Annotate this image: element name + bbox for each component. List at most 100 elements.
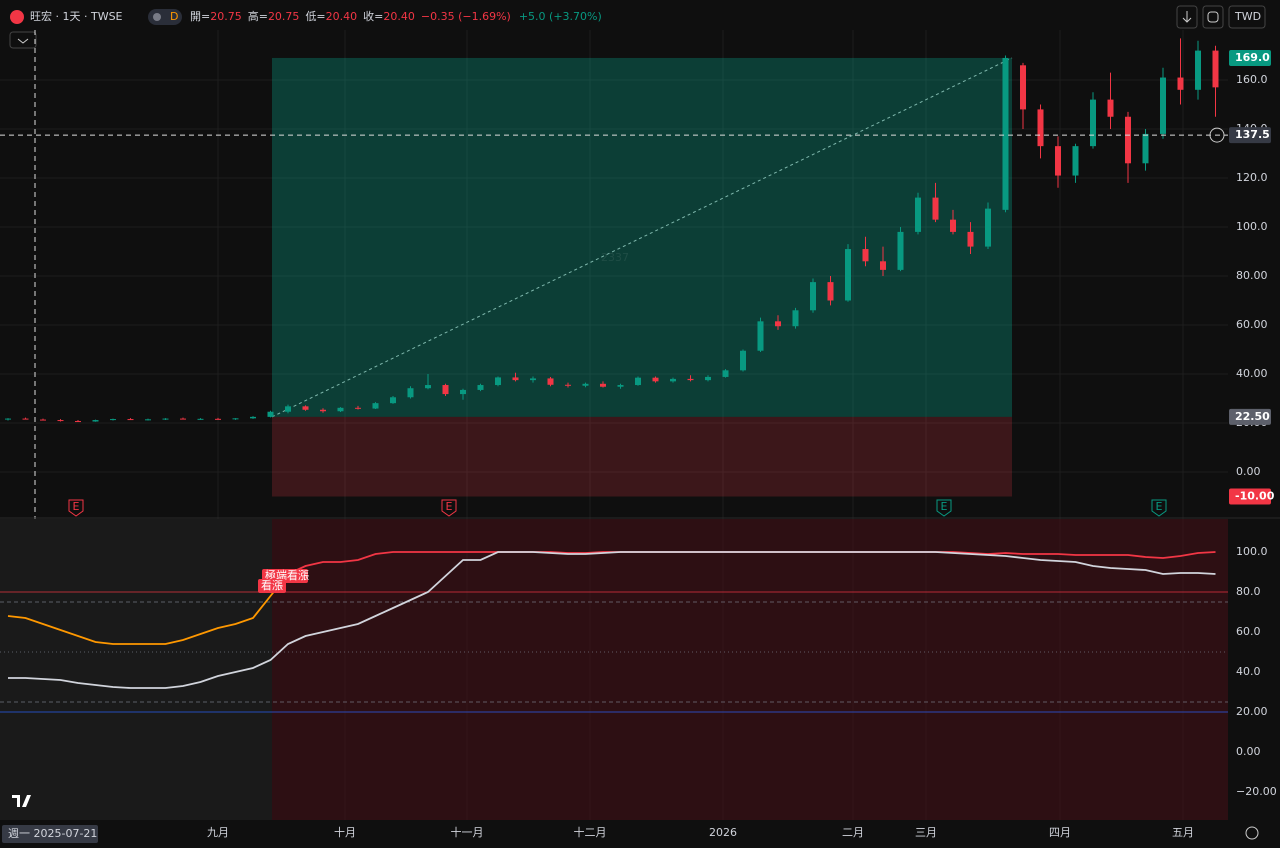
badge [148, 9, 182, 25]
x-tick-label: 十月 [334, 825, 356, 839]
price-marker-label: 169.0 [1235, 51, 1270, 64]
candle-body [530, 378, 536, 381]
candle-body [127, 419, 134, 421]
event-label: E [446, 500, 453, 513]
candle-body [1055, 146, 1061, 176]
y-tick-label: 160.0 [1236, 73, 1268, 86]
x-tick-label: 2026 [709, 826, 737, 839]
candle-body [57, 420, 64, 422]
refresh-button[interactable] [1202, 5, 1224, 29]
candle-body [512, 377, 519, 381]
candle-body [775, 321, 781, 327]
candle-body [320, 409, 326, 412]
x-tick-label: 二月 [842, 826, 864, 839]
candle-body [565, 384, 571, 386]
currency: TWD [1234, 10, 1261, 23]
x-tick-label: 四月 [1049, 826, 1071, 839]
ohlc-value: 20.40 [383, 10, 415, 23]
event-label: E [1156, 500, 1163, 513]
y-tick-label: 100.0 [1236, 220, 1268, 233]
candle-body [757, 321, 764, 351]
annotation: 看漲 [261, 578, 283, 592]
candle-body [197, 418, 204, 420]
y-tick-label: 60.00 [1236, 318, 1268, 331]
ohlc-value: 20.75 [210, 10, 242, 23]
candle-body [897, 231, 904, 270]
interval-badge: D [170, 10, 178, 23]
indicator-bg [0, 519, 272, 820]
settings-button[interactable] [1245, 826, 1259, 840]
candle-body [250, 416, 256, 419]
candle-body [652, 377, 659, 382]
candle-body [880, 261, 886, 270]
price-marker [1229, 408, 1271, 425]
candle-body [862, 249, 869, 262]
candle-body [285, 406, 291, 412]
x-tick-label: 九月 [207, 826, 229, 839]
y2-tick-label: 80.0 [1236, 585, 1261, 598]
y2-tick-label: −20.00 [1236, 785, 1277, 798]
currency-button[interactable] [1228, 5, 1266, 29]
watermark: 2337 [601, 251, 629, 264]
x-tick-label: 三月 [915, 826, 937, 839]
symbol-logo [10, 10, 24, 24]
candle-body [740, 350, 746, 371]
event-badge [1151, 499, 1167, 517]
event-label: E [941, 500, 948, 513]
event-badge [936, 499, 952, 517]
candle-body [670, 378, 676, 382]
candle-body [722, 370, 729, 377]
candle-body [582, 383, 589, 386]
candle-body [40, 419, 46, 421]
annotation-bg [258, 579, 286, 593]
collapse-button[interactable] [9, 31, 37, 49]
candle-body [372, 403, 379, 409]
collapse-icon [17, 38, 29, 44]
y2-tick-label: 0.00 [1236, 745, 1261, 758]
y-tick-label: 40.00 [1236, 367, 1268, 380]
candle-body [950, 219, 956, 232]
refresh-icon [1207, 11, 1219, 23]
candle-body [407, 388, 414, 398]
candle-body [705, 376, 711, 381]
candle-body [425, 385, 431, 389]
candle-body [635, 377, 641, 386]
crosshair-date: 週一 2025-07-21 [8, 827, 97, 840]
badge-dot [153, 13, 161, 21]
candle-body [617, 385, 624, 387]
candle-body [162, 418, 169, 420]
candle-body [1020, 65, 1026, 110]
annotation: 極端看漲 [265, 568, 309, 582]
candle-body [1072, 146, 1079, 176]
crosshair-date-bg [2, 825, 98, 843]
candle-body [600, 383, 606, 387]
event-label: E [73, 500, 80, 513]
event-badge [68, 499, 84, 517]
candle-body [1177, 77, 1184, 90]
event-badge [441, 499, 457, 517]
price-marker [1229, 488, 1271, 505]
price-marker-label: 22.50 [1235, 410, 1270, 423]
candle-body [1195, 50, 1201, 90]
price-marker [1229, 127, 1271, 144]
y2-tick-label: 60.0 [1236, 625, 1261, 638]
ohlc-value: 20.75 [268, 10, 300, 23]
candle-body [22, 418, 29, 420]
price-marker-label: 137.5 [1235, 128, 1270, 141]
indicator-range [272, 519, 1228, 820]
ohlc-label: 高= [248, 9, 268, 23]
candle-body [915, 197, 921, 232]
x-tick-label: 五月 [1172, 826, 1194, 839]
change: −0.35 (−1.69%) [421, 10, 511, 23]
candle-body [390, 397, 396, 404]
download-button[interactable] [1176, 5, 1198, 29]
y2-tick-label: 40.0 [1236, 665, 1261, 678]
add-button[interactable] [1209, 127, 1225, 143]
candle-body [547, 378, 554, 385]
x-tick-label: 十二月 [574, 825, 607, 839]
y2-tick-label: 20.00 [1236, 705, 1268, 718]
candle-body [92, 420, 99, 422]
candle-body [110, 419, 116, 421]
candle-body [337, 407, 344, 412]
